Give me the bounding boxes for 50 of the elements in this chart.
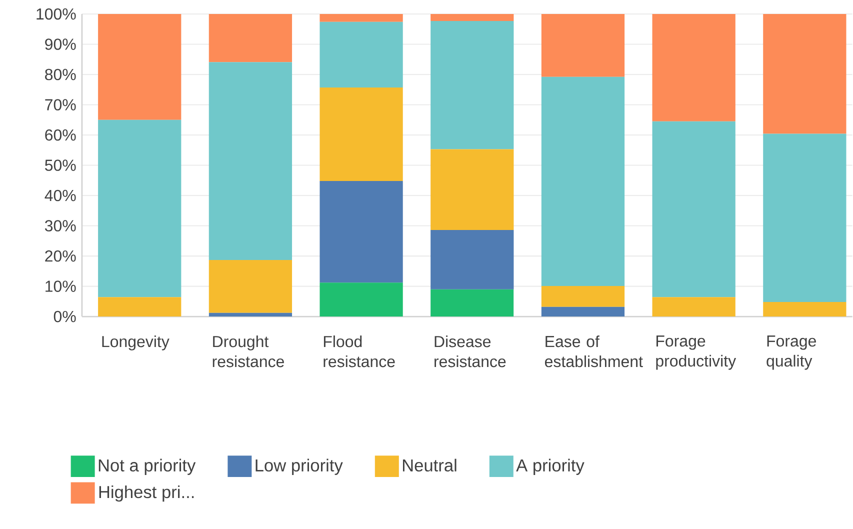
legend-label: Low priority (256, 458, 343, 475)
bar (208, 62, 292, 260)
bar (98, 297, 182, 316)
bar (430, 230, 514, 290)
y-tick-label: 60% (45, 129, 76, 141)
bar (541, 286, 625, 307)
bar (430, 289, 514, 316)
bar (541, 76, 625, 286)
bar (541, 306, 625, 316)
y-tick-label: 50% (45, 160, 76, 171)
y-tick-label: 90% (45, 38, 76, 50)
legend-label: Highest pri... (99, 485, 194, 502)
legend-label: Neutral (402, 458, 456, 472)
bar (208, 312, 292, 316)
bar (763, 14, 846, 134)
y-tick-label: 20% (45, 250, 76, 262)
bar (652, 297, 736, 316)
y-tick-label: 30% (44, 220, 76, 232)
bar (320, 282, 403, 316)
bar (208, 14, 292, 62)
legend-label: Not a priority (98, 458, 196, 475)
bar (98, 14, 182, 120)
bar (652, 121, 736, 298)
y-tick-label: 70% (45, 99, 76, 110)
bar (652, 14, 736, 122)
bar (320, 14, 403, 22)
bar (320, 180, 403, 283)
x-tick-label: Forage quality (766, 335, 816, 370)
bar (320, 87, 403, 181)
bar (541, 14, 625, 77)
y-tick-label: 80% (45, 68, 76, 80)
bar (763, 134, 846, 302)
bar (98, 120, 182, 298)
y-tick-label: 0% (54, 310, 76, 322)
x-tick-label: Ease of establishment (545, 335, 643, 368)
bar (763, 302, 846, 316)
legend-label: A priority (516, 458, 584, 475)
y-tick-label: 40% (44, 190, 76, 202)
y-tick-label: 10% (46, 280, 76, 292)
x-tick-label: Flood resistance (324, 335, 395, 368)
bar (430, 14, 514, 21)
bar (208, 260, 292, 313)
x-tick-label: Drought resistance (212, 335, 284, 368)
bar (430, 20, 514, 150)
x-tick-label: Forage productivity (656, 335, 736, 370)
bar (320, 22, 403, 88)
y-tick-label: 100% (36, 8, 76, 20)
x-tick-label: Disease resistance (434, 335, 506, 368)
x-tick-label: Longevity (102, 335, 170, 350)
bar (430, 149, 514, 230)
